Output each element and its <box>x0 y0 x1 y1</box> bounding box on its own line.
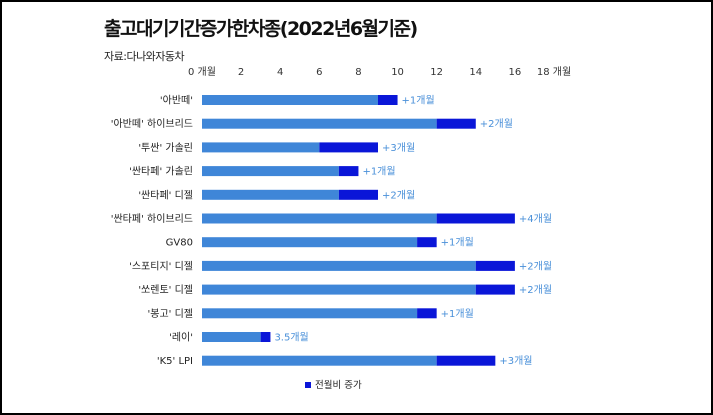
data-label: +4개월 <box>519 213 552 225</box>
data-label: +3개월 <box>382 142 415 154</box>
data-label: +2개월 <box>519 284 552 296</box>
bar-base <box>202 308 418 319</box>
chart-source: 자료:다나와자동차 <box>104 50 185 63</box>
x-tick-label: 14 <box>469 67 482 78</box>
bar-base <box>202 142 320 153</box>
chart-title: 출고대기기간증가한차종(2022년6월기준) <box>104 18 418 40</box>
data-label: +1개월 <box>441 308 474 320</box>
data-label: +2개월 <box>480 118 513 130</box>
category-label: '쏘렌토' 디젤 <box>138 284 193 296</box>
category-label: GV80 <box>166 238 193 249</box>
category-label: '아반떼' <box>160 95 193 107</box>
x-tick-label: 16 <box>509 67 522 78</box>
data-label: 3.5개월 <box>274 332 308 344</box>
x-tick-label: 0 개월 <box>188 66 216 78</box>
bar-base <box>202 95 378 105</box>
category-label: '싼타페' 하이브리드 <box>111 212 193 225</box>
category-label: '스포티지' 디젤 <box>129 260 193 272</box>
bar-increase <box>475 284 515 295</box>
data-label: +2개월 <box>382 189 415 201</box>
category-label: '레이' <box>169 332 193 344</box>
category-labels: '아반떼' '아반떼' 하이브리드 '투싼' 가솔린 '싼타페' 가솔린 '싼타페' 디… <box>111 95 193 368</box>
bar-increase <box>436 355 496 366</box>
bar-increase <box>436 118 476 129</box>
category-label: '싼타페' 가솔린 <box>129 166 193 178</box>
category-label: '아반떼' 하이브리드 <box>111 117 193 130</box>
category-label: '봉고' 디젤 <box>148 308 193 320</box>
bar-increase <box>260 332 271 342</box>
bar-base <box>202 118 437 129</box>
bar-increase <box>436 213 515 224</box>
bar-increase <box>338 189 378 200</box>
bar-base <box>202 260 476 271</box>
data-label: +1개월 <box>441 237 474 249</box>
bar-increase <box>378 95 398 105</box>
bar-increase <box>417 308 437 319</box>
x-axis-ticks: 0 개월 2 4 6 8 10 12 14 16 18 개월 <box>188 66 571 78</box>
bar-increase <box>475 260 515 271</box>
category-label: '싼타페' 디젤 <box>138 189 193 201</box>
data-label: +2개월 <box>519 260 552 272</box>
legend-swatch <box>305 382 311 388</box>
bar-base <box>202 213 437 224</box>
category-label: '투싼' 가솔린 <box>138 142 193 154</box>
data-label: +3개월 <box>499 355 532 367</box>
bar-increase <box>338 166 359 177</box>
legend-label: 전월비 증가 <box>315 379 362 391</box>
x-tick-label: 10 <box>391 67 404 78</box>
bar-base <box>202 237 418 248</box>
bar-base <box>202 166 339 177</box>
bars <box>202 95 515 366</box>
x-tick-label: 8 <box>355 67 361 78</box>
bar-base <box>202 355 437 366</box>
legend: 전월비 증가 <box>305 379 362 391</box>
bar-base <box>202 284 476 295</box>
data-label: +1개월 <box>362 166 395 178</box>
bar-increase <box>417 237 437 248</box>
x-tick-label: 6 <box>316 67 322 78</box>
x-tick-label: 12 <box>430 67 443 78</box>
data-label: +1개월 <box>402 95 435 107</box>
bar-base <box>202 189 339 200</box>
x-tick-label: 18 개월 <box>537 66 571 78</box>
data-labels: +1개월 +2개월 +3개월 +1개월 +2개월 +4개월 +1개월 +2개월 +2개월 +1개월… <box>274 95 552 368</box>
x-tick-label: 4 <box>277 67 283 78</box>
x-tick-label: 2 <box>238 67 244 78</box>
bar-increase <box>319 142 378 153</box>
category-label: 'K5' LPI <box>157 356 193 367</box>
bar-base <box>202 332 261 342</box>
